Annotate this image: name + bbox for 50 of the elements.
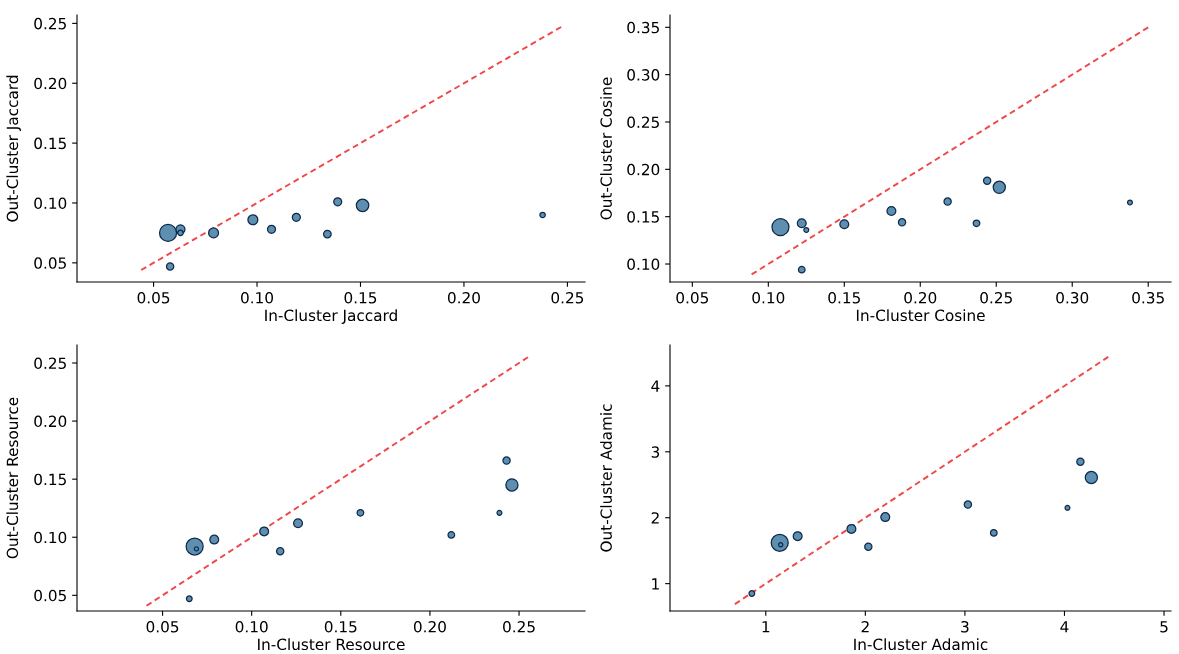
x-tick-label: 4 — [1060, 621, 1069, 633]
y-tick-label: 0.25 — [627, 116, 659, 129]
x-tick-label: 0.15 — [828, 291, 860, 304]
x-tick-label: 0.20 — [904, 291, 937, 304]
y-tick-label: 0.30 — [627, 69, 660, 81]
x-tick-label: 0.10 — [235, 620, 268, 633]
y-tick-label: 0.10 — [34, 197, 67, 209]
y-tick-label: 0.10 — [34, 531, 67, 544]
x-tick-label: 0.25 — [551, 291, 584, 304]
y-tick-label: 2 — [651, 512, 659, 524]
x-axis-title: In-Cluster Cosine — [856, 309, 985, 322]
y-tick-label: 4 — [651, 380, 660, 392]
x-tick-label: 0.10 — [752, 291, 785, 304]
x-tick-label: 1 — [762, 621, 770, 633]
y-tick-label: 0.05 — [34, 589, 66, 602]
x-tick-label: 0.30 — [1056, 291, 1089, 304]
x-tick-label: 2 — [861, 620, 869, 633]
x-tick-label: 0.05 — [146, 620, 179, 633]
x-tick-label: 0.10 — [241, 291, 274, 304]
y-tick-label: 0.35 — [627, 21, 659, 34]
y-axis-title: Out-Cluster Adamic — [600, 404, 612, 552]
x-tick-label: 5 — [1160, 621, 1168, 633]
x-tick-label: 3 — [961, 620, 969, 633]
y-axis-title: Out-Cluster Cosine — [600, 77, 612, 220]
x-tick-label: 0.05 — [676, 291, 709, 304]
y-tick-label: 3 — [651, 446, 660, 458]
x-tick-label: 0.20 — [413, 620, 446, 633]
y-tick-label: 0.05 — [34, 257, 66, 269]
x-axis-title: In-Cluster Resource — [258, 638, 405, 651]
y-tick-label: 0.15 — [34, 137, 66, 150]
x-tick-label: 0.25 — [503, 620, 535, 633]
y-tick-label: 0.15 — [627, 211, 659, 223]
y-axis-title: Out-Cluster Jaccard — [6, 75, 21, 222]
x-tick-label: 0.25 — [980, 291, 1012, 304]
x-tick-label: 0.35 — [1132, 291, 1164, 304]
y-tick-label: 0.20 — [627, 163, 660, 176]
y-tick-label: 0.10 — [627, 258, 660, 271]
x-tick-label: 0.05 — [137, 291, 170, 304]
y-tick-label: 1 — [652, 578, 659, 590]
x-axis-title: In-Cluster Jaccard — [265, 309, 397, 324]
y-tick-label: 0.25 — [34, 357, 66, 370]
y-tick-label: 0.20 — [34, 415, 67, 428]
y-axis-title: Out-Cluster Resource — [6, 397, 19, 559]
x-tick-label: 0.20 — [447, 291, 480, 304]
y-tick-label: 0.25 — [34, 17, 66, 30]
x-tick-label: 0.15 — [344, 291, 377, 304]
y-tick-label: 0.20 — [34, 77, 67, 90]
x-axis-title: In-Cluster Adamic — [854, 638, 988, 651]
x-tick-label: 0.15 — [324, 620, 357, 633]
y-tick-label: 0.15 — [34, 473, 66, 486]
